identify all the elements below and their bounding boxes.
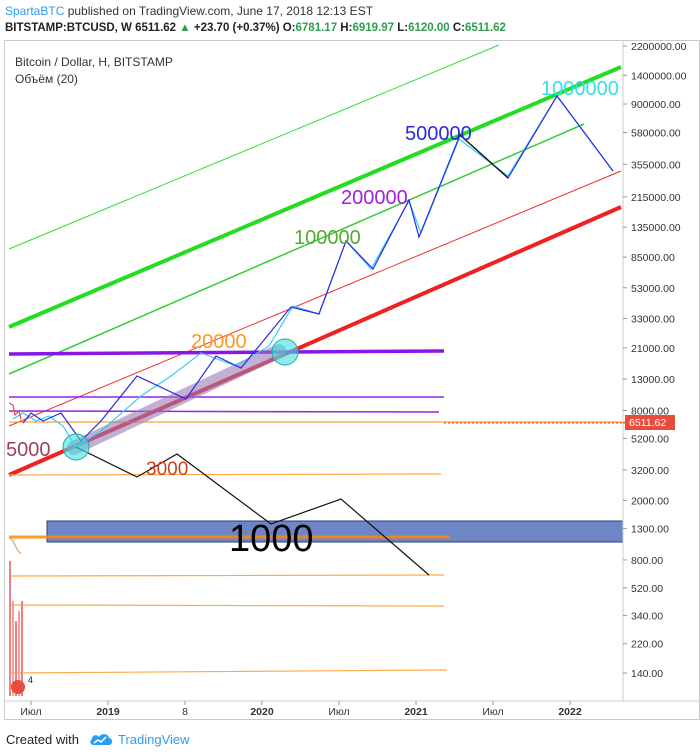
y-tick-label: 220.00 <box>631 639 663 651</box>
history-candles <box>8 402 22 420</box>
y-tick-label: 135000.00 <box>631 222 681 234</box>
y-tick-label: 900000.00 <box>631 99 681 111</box>
created-with-label: Created with <box>6 732 79 747</box>
x-tick-label: 8 <box>182 706 188 718</box>
rising-band <box>67 344 286 455</box>
y-tick-label: 13000.00 <box>631 374 675 386</box>
orange-level-140 <box>8 669 448 674</box>
symbol-label: BITSTAMP:BTCUSD, W <box>5 22 132 34</box>
black-down-path <box>75 446 430 576</box>
open-value: 6781.17 <box>295 22 338 34</box>
y-tick-label: 140.00 <box>631 668 663 680</box>
x-tick-label: Июл <box>482 706 503 718</box>
price-tag-box <box>625 415 675 430</box>
orange-level-800 <box>8 574 445 577</box>
green-channel-upper-thin <box>8 44 500 250</box>
last-price: 6511.62 <box>135 22 177 34</box>
price-tag: 6511.62 <box>629 417 666 429</box>
purple-level-20000 <box>8 349 445 356</box>
label-1000: 1000 <box>229 518 314 560</box>
low-value: 6120.00 <box>408 22 450 34</box>
y-tick-label: 2000.00 <box>631 495 669 507</box>
x-tick-label: 2022 <box>558 706 582 718</box>
flag-count: 4 <box>28 675 33 685</box>
low-label: L: <box>397 22 409 34</box>
time-axis[interactable]: Июл 2019 8 2020 Июл 2021 Июл 2022 <box>20 701 582 718</box>
label-5000: 5000 <box>6 439 51 461</box>
cyan-projection-path <box>12 94 614 448</box>
up-arrow-icon: ▲ <box>179 22 191 34</box>
x-tick-label: 2019 <box>96 706 120 718</box>
y-tick-label: 33000.00 <box>631 314 675 326</box>
y-tick-label: 355000.00 <box>631 159 681 171</box>
black-short-line <box>459 134 509 179</box>
flag-icon[interactable] <box>11 680 25 694</box>
history-candles-low <box>8 536 22 555</box>
close-label: C: <box>452 22 465 34</box>
tradingview-cloud-icon[interactable] <box>88 731 114 747</box>
high-value: 6919.97 <box>352 22 395 34</box>
y-tick-label: 2200000.00 <box>631 41 687 53</box>
label-20000: 20000 <box>191 331 247 353</box>
volume-bars <box>9 561 23 696</box>
y-tick-label: 53000.00 <box>631 283 675 295</box>
y-tick-label: 3200.00 <box>631 465 669 477</box>
chart-header: SpartaBTC published on TradingView.com, … <box>0 0 700 40</box>
y-tick-label: 340.00 <box>631 610 663 622</box>
marker-circle-5000 <box>62 433 90 461</box>
label-500000: 500000 <box>405 123 472 145</box>
ohlc-line: BITSTAMP:BTCUSD, W 6511.62 ▲ +23.70 (+0.… <box>5 22 506 34</box>
purple-level-lower <box>8 410 440 413</box>
publish-info: published on TradingView.com, June 17, 2… <box>67 4 374 18</box>
price-axis[interactable]: 2200000.00 1400000.00 900000.00 580000.00 35… <box>623 41 687 680</box>
support-zone-1000 <box>46 520 624 543</box>
y-tick-label: 800.00 <box>631 555 663 567</box>
label-1000000: 1000000 <box>541 78 619 100</box>
chart-panel[interactable]: 1000000 500000 200000 100000 20000 5000 … <box>4 40 700 720</box>
green-channel-main <box>8 65 622 329</box>
y-tick-label: 1400000.00 <box>631 70 687 82</box>
tradingview-brand[interactable]: TradingView <box>118 732 190 747</box>
y-tick-label: 85000.00 <box>631 252 675 264</box>
blue-forecast-path <box>22 94 614 442</box>
footer: Created with TradingView <box>0 725 700 756</box>
close-value: 6511.62 <box>465 22 506 34</box>
x-tick-label: 2021 <box>404 706 428 718</box>
x-tick-label: Июл <box>328 706 349 718</box>
y-tick-label: 1300.00 <box>631 523 669 535</box>
y-tick-label: 8000.00 <box>631 405 669 417</box>
price-change: +23.70 (+0.37%) <box>193 22 280 34</box>
volume-label: Объём (20) <box>15 72 78 86</box>
author-link[interactable]: SpartaBTC <box>5 4 65 18</box>
orange-level-420 <box>8 604 445 607</box>
y-tick-label: 21000.00 <box>631 343 675 355</box>
price-chart[interactable]: 1000000 500000 200000 100000 20000 5000 … <box>5 41 699 719</box>
high-label: H: <box>340 22 353 34</box>
y-tick-label: 5200.00 <box>631 433 669 445</box>
y-tick-label: 215000.00 <box>631 192 681 204</box>
y-tick-label: 520.00 <box>631 583 663 595</box>
chart-title: Bitcoin / Dollar, H, BITSTAMP <box>15 55 173 69</box>
marker-circle-20000 <box>271 338 299 366</box>
y-tick-label: 580000.00 <box>631 128 681 140</box>
publish-line: SpartaBTC published on TradingView.com, … <box>5 4 373 18</box>
red-channel-thin <box>8 170 622 427</box>
label-100000: 100000 <box>294 227 361 249</box>
x-tick-label: 2020 <box>250 706 274 718</box>
open-label: O: <box>282 22 296 34</box>
x-tick-label: Июл <box>20 706 41 718</box>
orange-level-3000 <box>8 473 442 476</box>
label-3000: 3000 <box>146 459 188 480</box>
green-channel-inner <box>8 123 585 375</box>
label-200000: 200000 <box>341 187 408 209</box>
